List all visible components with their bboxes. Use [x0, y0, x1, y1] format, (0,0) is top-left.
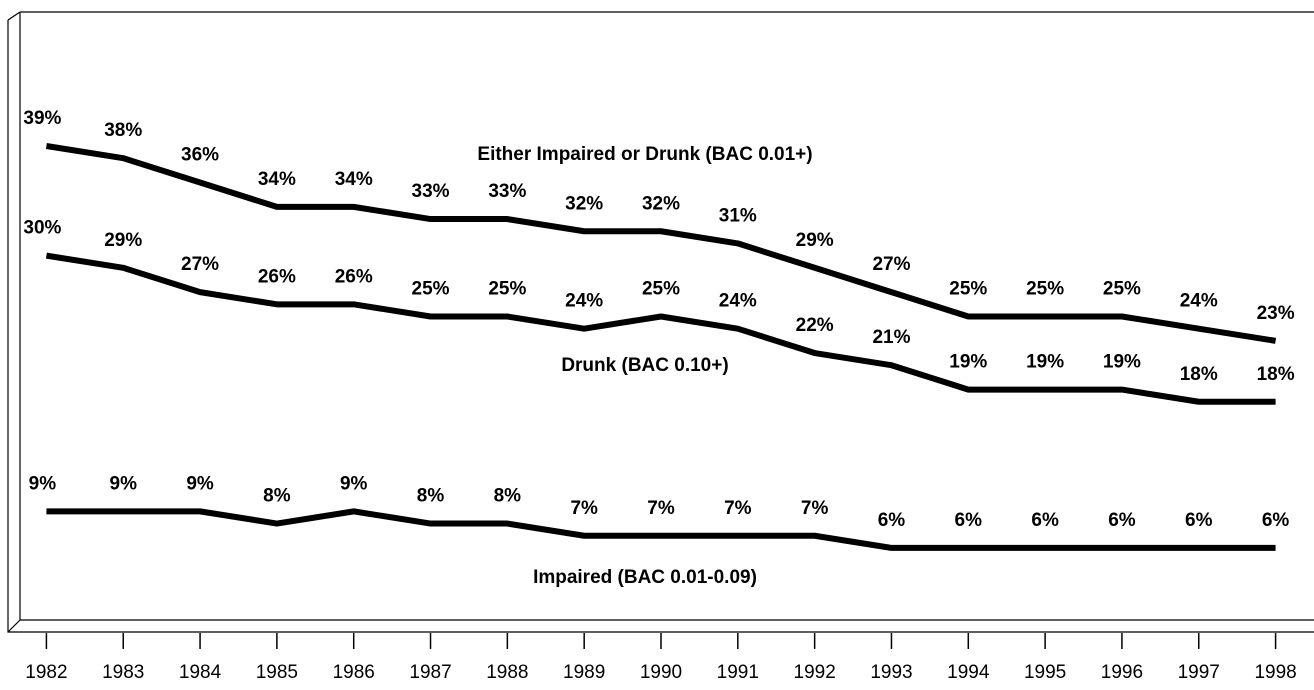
- data-label: 6%: [878, 510, 906, 531]
- data-label: 26%: [335, 266, 373, 287]
- data-label: 21%: [872, 327, 910, 348]
- data-label: 7%: [724, 498, 752, 519]
- data-label: 6%: [1262, 510, 1290, 531]
- x-tick-label: 1988: [486, 662, 528, 683]
- data-label: 32%: [565, 193, 603, 214]
- x-tick-label: 1986: [333, 662, 375, 683]
- series-line: [45, 143, 1277, 344]
- data-label: 23%: [1257, 303, 1295, 324]
- data-label: 24%: [1180, 291, 1218, 312]
- data-label: 30%: [23, 218, 61, 239]
- x-tick-label: 1995: [1024, 662, 1066, 683]
- data-label: 25%: [642, 279, 680, 300]
- x-tick-label: 1996: [1101, 662, 1143, 683]
- data-label: 25%: [1026, 279, 1064, 300]
- frame-edge: [7, 11, 21, 21]
- data-label: 18%: [1180, 364, 1218, 385]
- x-tick-label: 1989: [563, 662, 605, 683]
- data-label: 22%: [796, 315, 834, 336]
- data-label: 9%: [110, 473, 138, 494]
- data-label: 25%: [412, 279, 450, 300]
- x-tick-label: 1985: [256, 662, 298, 683]
- series-name: Drunk (BAC 0.10+): [561, 355, 728, 376]
- data-label: 18%: [1257, 364, 1295, 385]
- x-tick-label: 1998: [1254, 662, 1296, 683]
- data-label: 6%: [1108, 510, 1136, 531]
- data-label: 34%: [335, 169, 373, 190]
- data-label: 6%: [1185, 510, 1213, 531]
- data-label: 6%: [1031, 510, 1059, 531]
- x-tick-label: 1987: [409, 662, 451, 683]
- plot-frame: [7, 11, 1314, 633]
- x-tick-label: 1983: [102, 662, 144, 683]
- data-label: 36%: [181, 145, 219, 166]
- data-label: 7%: [647, 498, 675, 519]
- data-label: 26%: [258, 266, 296, 287]
- series-line: [46, 508, 1276, 551]
- data-label: 25%: [949, 279, 987, 300]
- data-label: 19%: [949, 352, 987, 373]
- data-label: 24%: [565, 291, 603, 312]
- data-label: 33%: [488, 181, 526, 202]
- data-label: 7%: [801, 498, 829, 519]
- x-tick-label: 1992: [794, 662, 836, 683]
- data-label: 29%: [104, 230, 142, 251]
- series-name: Impaired (BAC 0.01-0.09): [533, 567, 757, 588]
- data-label: 19%: [1103, 352, 1141, 373]
- data-label: 19%: [1026, 352, 1064, 373]
- data-label: 32%: [642, 193, 680, 214]
- x-tick-label: 1984: [179, 662, 222, 683]
- data-label: 27%: [872, 254, 910, 275]
- data-label: 8%: [417, 486, 445, 507]
- data-label: 25%: [1103, 279, 1141, 300]
- series-name: Either Impaired or Drunk (BAC 0.01+): [477, 144, 812, 165]
- x-tick-label: 1994: [947, 662, 990, 683]
- data-label: 7%: [570, 498, 598, 519]
- x-tick-label: 1997: [1178, 662, 1220, 683]
- frame-front: [7, 20, 1314, 633]
- data-label: 9%: [340, 473, 368, 494]
- data-label: 8%: [494, 486, 522, 507]
- x-tick-label: 1982: [25, 662, 67, 683]
- data-label: 24%: [719, 291, 757, 312]
- data-label: 27%: [181, 254, 219, 275]
- data-label: 38%: [104, 120, 142, 141]
- data-label: 34%: [258, 169, 296, 190]
- data-label: 25%: [488, 279, 526, 300]
- series-line: [45, 252, 1276, 405]
- x-tick-label: 1993: [870, 662, 912, 683]
- data-label: 39%: [23, 108, 61, 129]
- data-label: 31%: [719, 205, 757, 226]
- x-tick-label: 1990: [640, 662, 682, 683]
- data-label: 6%: [955, 510, 983, 531]
- frame-edge: [7, 619, 21, 633]
- data-label: 8%: [263, 486, 291, 507]
- x-tick-label: 1991: [717, 662, 759, 683]
- data-label: 29%: [796, 230, 834, 251]
- data-label: 33%: [412, 181, 450, 202]
- data-label: 9%: [29, 473, 57, 494]
- data-label: 9%: [186, 473, 214, 494]
